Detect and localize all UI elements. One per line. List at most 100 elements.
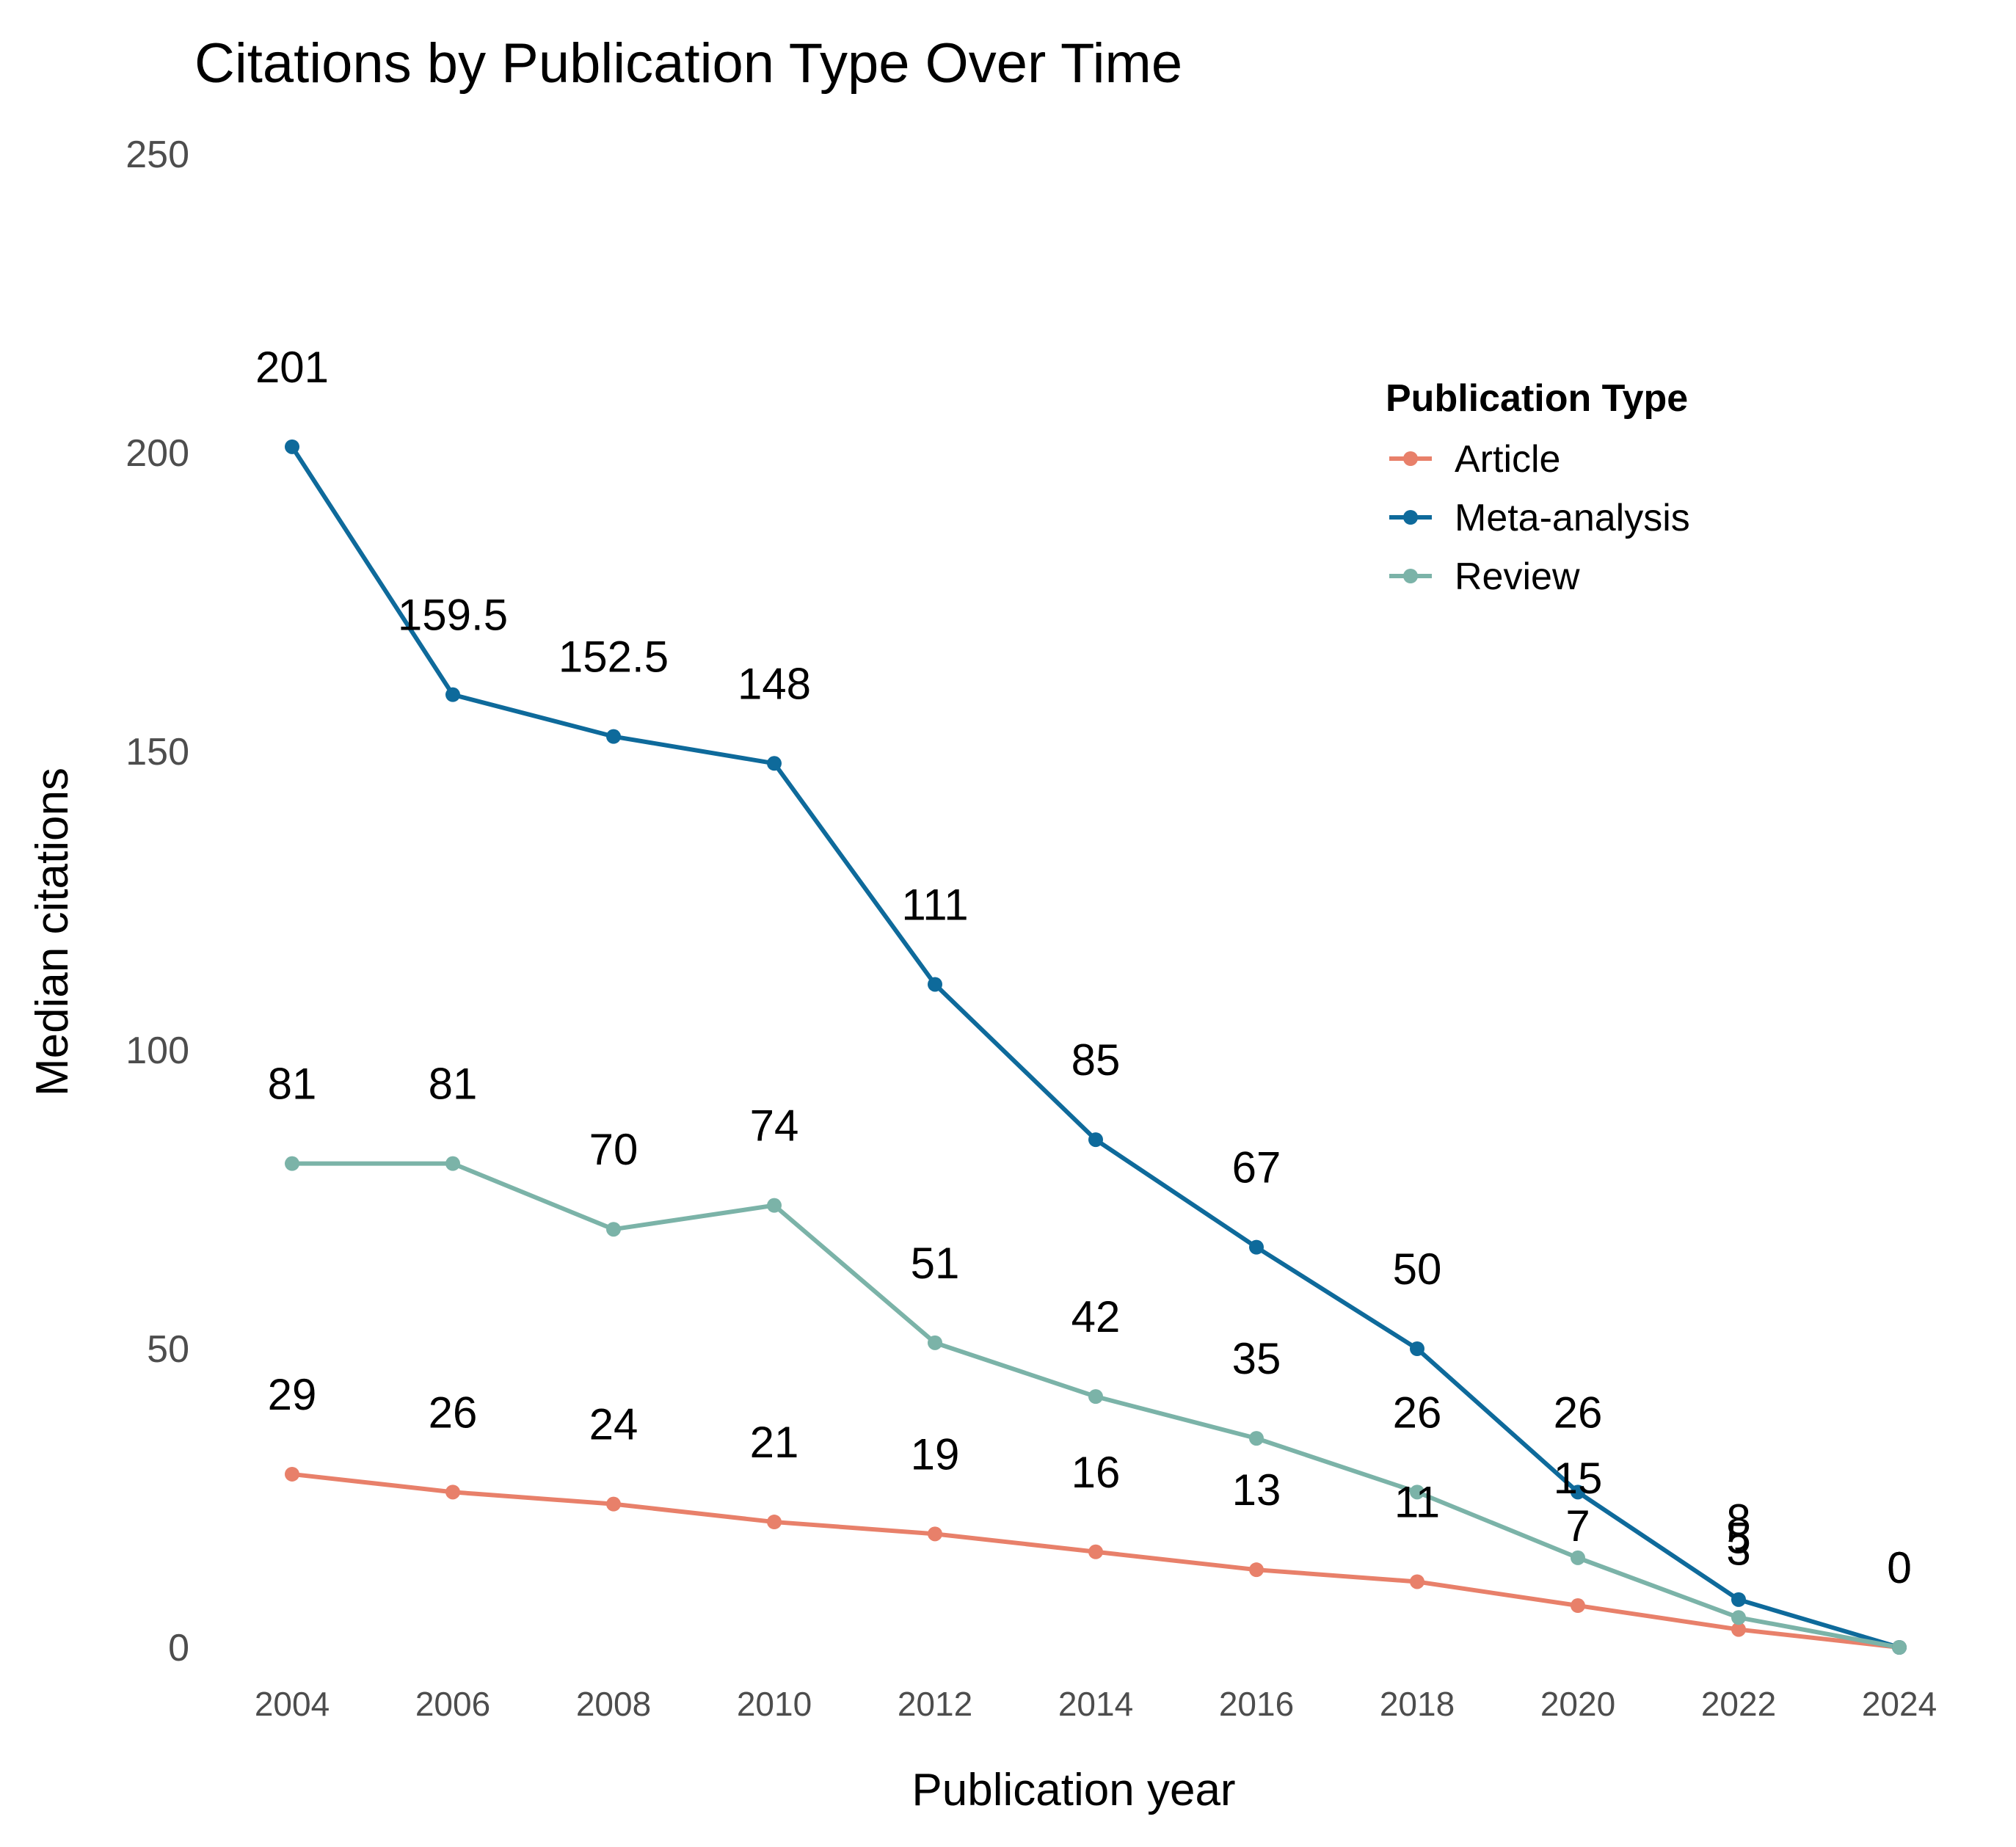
data-label-article: 7 xyxy=(1565,1501,1590,1551)
data-label-review: 15 xyxy=(1554,1454,1603,1503)
data-label-review: 74 xyxy=(750,1101,799,1151)
data-point-article xyxy=(445,1484,460,1500)
data-point-review xyxy=(1249,1431,1264,1446)
data-point-article xyxy=(1088,1544,1103,1559)
data-label-review: 81 xyxy=(429,1060,478,1109)
legend-label-meta-analysis: Meta-analysis xyxy=(1455,497,1690,539)
data-point-meta-analysis xyxy=(1410,1341,1424,1356)
chart-title: Citations by Publication Type Over Time xyxy=(194,32,1182,95)
y-tick-label: 100 xyxy=(125,1030,189,1072)
legend-item-review: Review xyxy=(1389,555,1580,598)
data-label-review: 5 xyxy=(1726,1513,1750,1562)
data-label-article: 0 xyxy=(1887,1543,1911,1592)
legend-item-article: Article xyxy=(1389,438,1560,481)
data-point-meta-analysis xyxy=(1088,1132,1103,1148)
data-label-review: 81 xyxy=(268,1060,317,1109)
data-point-meta-analysis xyxy=(1731,1592,1746,1607)
x-tick-label: 2018 xyxy=(1380,1685,1455,1723)
y-tick-label: 0 xyxy=(168,1627,189,1669)
legend-marker-article xyxy=(1403,451,1418,466)
data-label-review: 70 xyxy=(589,1125,638,1174)
data-point-review xyxy=(1088,1389,1103,1405)
y-tick-label: 250 xyxy=(125,134,189,176)
series-line-article xyxy=(290,1471,1902,1650)
x-tick-label: 2008 xyxy=(576,1685,651,1723)
legend-title: Publication Type xyxy=(1386,377,1688,420)
y-tick-label: 50 xyxy=(147,1328,189,1371)
x-tick-label: 2020 xyxy=(1540,1685,1615,1723)
data-point-article xyxy=(1571,1598,1585,1614)
x-axis-title: Publication year xyxy=(911,1765,1235,1815)
data-point-meta-analysis xyxy=(1249,1239,1264,1255)
data-label-meta-analysis: 152.5 xyxy=(558,633,669,682)
legend-label-article: Article xyxy=(1455,438,1560,481)
legend-label-review: Review xyxy=(1455,555,1580,598)
data-label-review: 26 xyxy=(1393,1388,1442,1437)
data-label-review: 42 xyxy=(1071,1292,1121,1341)
data-point-article xyxy=(767,1515,782,1530)
data-label-article: 24 xyxy=(589,1400,638,1449)
series-line-review xyxy=(290,1161,1902,1650)
y-axis-ticks: 0 50 100 150 200 250 xyxy=(125,134,189,1669)
data-label-meta-analysis: 8 xyxy=(1726,1496,1750,1545)
x-tick-label: 2006 xyxy=(415,1685,490,1723)
x-tick-label: 2016 xyxy=(1219,1685,1294,1723)
y-tick-label: 200 xyxy=(125,432,189,475)
data-label-meta-analysis: 201 xyxy=(255,343,329,392)
legend-marker-review xyxy=(1403,569,1418,583)
y-axis-title: Median citations xyxy=(27,768,78,1096)
x-tick-label: 2004 xyxy=(255,1685,330,1723)
data-label-meta-analysis: 50 xyxy=(1393,1245,1442,1294)
data-point-meta-analysis xyxy=(767,756,782,771)
x-tick-label: 2014 xyxy=(1058,1685,1133,1723)
data-point-review xyxy=(1731,1610,1746,1625)
data-labels: 29 26 24 21 19 16 13 11 7 3 0201159.5152.514811185… xyxy=(255,343,1912,1592)
data-point-article xyxy=(1249,1562,1264,1578)
data-label-article: 13 xyxy=(1232,1465,1281,1515)
data-point-review xyxy=(928,1335,942,1350)
series-points xyxy=(285,439,1907,1655)
data-point-review xyxy=(285,1156,299,1171)
data-label-article: 3 xyxy=(1726,1526,1750,1575)
data-label-article: 29 xyxy=(268,1370,317,1419)
x-tick-label: 2012 xyxy=(898,1685,972,1723)
x-tick-label: 2010 xyxy=(737,1685,812,1723)
data-point-review xyxy=(1892,1640,1907,1655)
x-tick-label: 2024 xyxy=(1862,1685,1937,1723)
x-axis-ticks: 2004 2006 2008 2010 2012 2014 2016 2018 2020 2022… xyxy=(255,1685,1937,1723)
data-label-article: 21 xyxy=(750,1418,799,1467)
data-point-meta-analysis xyxy=(1571,1484,1585,1500)
data-point-article xyxy=(606,1496,621,1512)
data-label-review: 0 xyxy=(1887,1543,1911,1592)
legend-marker-meta-analysis xyxy=(1403,510,1418,525)
data-label-meta-analysis: 67 xyxy=(1232,1143,1281,1192)
data-label-meta-analysis: 159.5 xyxy=(398,591,508,640)
data-point-meta-analysis xyxy=(445,687,460,702)
x-tick-label: 2022 xyxy=(1701,1685,1776,1723)
data-point-review xyxy=(1410,1484,1424,1500)
data-point-meta-analysis xyxy=(928,977,942,992)
data-point-article xyxy=(285,1466,299,1482)
data-point-review xyxy=(445,1156,460,1171)
data-label-article: 26 xyxy=(429,1388,478,1437)
data-point-article xyxy=(1410,1574,1424,1589)
data-label-review: 35 xyxy=(1232,1334,1281,1383)
data-point-meta-analysis xyxy=(285,439,299,454)
data-point-meta-analysis xyxy=(606,729,621,744)
data-label-meta-analysis: 111 xyxy=(901,880,968,929)
data-label-meta-analysis: 0 xyxy=(1887,1543,1911,1592)
data-point-review xyxy=(767,1198,782,1213)
data-label-article: 11 xyxy=(1394,1477,1440,1526)
data-label-meta-analysis: 26 xyxy=(1554,1388,1603,1437)
data-point-article xyxy=(928,1526,942,1542)
legend-item-meta-analysis: Meta-analysis xyxy=(1389,497,1690,539)
data-point-review xyxy=(1571,1550,1585,1565)
data-label-review: 51 xyxy=(911,1239,960,1288)
data-point-article xyxy=(1731,1622,1746,1637)
data-label-article: 19 xyxy=(911,1429,960,1479)
data-label-meta-analysis: 85 xyxy=(1071,1035,1121,1085)
y-tick-label: 150 xyxy=(125,731,189,773)
legend: Publication Type Article Meta-analysis Rev… xyxy=(1386,377,1690,598)
data-label-meta-analysis: 148 xyxy=(738,659,811,708)
